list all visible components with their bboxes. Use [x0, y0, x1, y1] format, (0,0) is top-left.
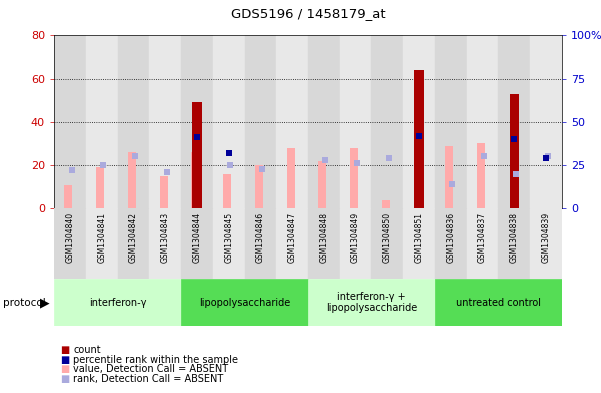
- Text: GSM1304846: GSM1304846: [256, 212, 265, 263]
- Text: GSM1304841: GSM1304841: [97, 212, 106, 263]
- Bar: [413, 143, 421, 208]
- Bar: [308, 279, 435, 326]
- Bar: [467, 35, 498, 208]
- Text: interferon-γ +
lipopolysaccharide: interferon-γ + lipopolysaccharide: [326, 292, 417, 313]
- Text: count: count: [73, 345, 101, 355]
- Bar: [118, 35, 149, 208]
- Bar: [477, 143, 485, 208]
- Bar: [403, 208, 435, 279]
- Text: GSM1304843: GSM1304843: [160, 212, 169, 263]
- Bar: [287, 148, 294, 208]
- Bar: [192, 102, 202, 208]
- Text: GSM1304850: GSM1304850: [383, 212, 392, 263]
- Text: GSM1304851: GSM1304851: [415, 212, 424, 263]
- Bar: [191, 152, 200, 208]
- Bar: [276, 35, 308, 208]
- Bar: [255, 165, 263, 208]
- Text: GSM1304840: GSM1304840: [66, 212, 75, 263]
- Text: interferon-γ: interferon-γ: [89, 298, 146, 308]
- Text: GSM1304849: GSM1304849: [351, 212, 360, 263]
- Bar: [54, 279, 181, 326]
- Bar: [213, 35, 245, 208]
- Bar: [86, 208, 118, 279]
- Text: ▶: ▶: [40, 296, 50, 309]
- Bar: [245, 35, 276, 208]
- Bar: [308, 35, 340, 208]
- Bar: [64, 185, 72, 208]
- Text: GSM1304837: GSM1304837: [478, 212, 487, 263]
- Text: GSM1304836: GSM1304836: [447, 212, 456, 263]
- Bar: [530, 35, 562, 208]
- Bar: [510, 94, 519, 208]
- Bar: [245, 208, 276, 279]
- Text: GSM1304848: GSM1304848: [319, 212, 328, 263]
- Bar: [382, 200, 389, 208]
- Bar: [435, 208, 467, 279]
- Bar: [213, 208, 245, 279]
- Text: percentile rank within the sample: percentile rank within the sample: [73, 354, 239, 365]
- Bar: [149, 35, 181, 208]
- Bar: [128, 152, 136, 208]
- Text: protocol: protocol: [3, 298, 46, 308]
- Bar: [276, 208, 308, 279]
- Bar: [498, 208, 530, 279]
- Text: GSM1304839: GSM1304839: [542, 212, 551, 263]
- Text: GSM1304845: GSM1304845: [224, 212, 233, 263]
- Bar: [435, 35, 467, 208]
- Bar: [467, 208, 498, 279]
- Text: ■: ■: [60, 374, 69, 384]
- Bar: [223, 174, 231, 208]
- Bar: [181, 279, 308, 326]
- Bar: [498, 35, 530, 208]
- Bar: [54, 35, 86, 208]
- Text: lipopolysaccharide: lipopolysaccharide: [199, 298, 290, 308]
- Bar: [54, 208, 86, 279]
- Text: ■: ■: [60, 354, 69, 365]
- Bar: [403, 35, 435, 208]
- Bar: [319, 161, 326, 208]
- Bar: [118, 208, 149, 279]
- Bar: [340, 208, 371, 279]
- Text: GSM1304838: GSM1304838: [510, 212, 519, 263]
- Text: value, Detection Call = ABSENT: value, Detection Call = ABSENT: [73, 364, 228, 375]
- Bar: [435, 279, 562, 326]
- Bar: [350, 148, 358, 208]
- Bar: [181, 208, 213, 279]
- Bar: [371, 35, 403, 208]
- Bar: [340, 35, 371, 208]
- Bar: [308, 208, 340, 279]
- Bar: [414, 70, 424, 208]
- Bar: [181, 35, 213, 208]
- Text: GSM1304847: GSM1304847: [288, 212, 297, 263]
- Text: ■: ■: [60, 345, 69, 355]
- Text: GSM1304842: GSM1304842: [129, 212, 138, 263]
- Text: untreated control: untreated control: [456, 298, 541, 308]
- Bar: [149, 208, 181, 279]
- Text: rank, Detection Call = ABSENT: rank, Detection Call = ABSENT: [73, 374, 224, 384]
- Bar: [445, 145, 453, 208]
- Bar: [371, 208, 403, 279]
- Bar: [86, 35, 118, 208]
- Bar: [160, 176, 168, 208]
- Text: GDS5196 / 1458179_at: GDS5196 / 1458179_at: [231, 7, 385, 20]
- Bar: [96, 167, 104, 208]
- Bar: [530, 208, 562, 279]
- Text: ■: ■: [60, 364, 69, 375]
- Text: GSM1304844: GSM1304844: [192, 212, 201, 263]
